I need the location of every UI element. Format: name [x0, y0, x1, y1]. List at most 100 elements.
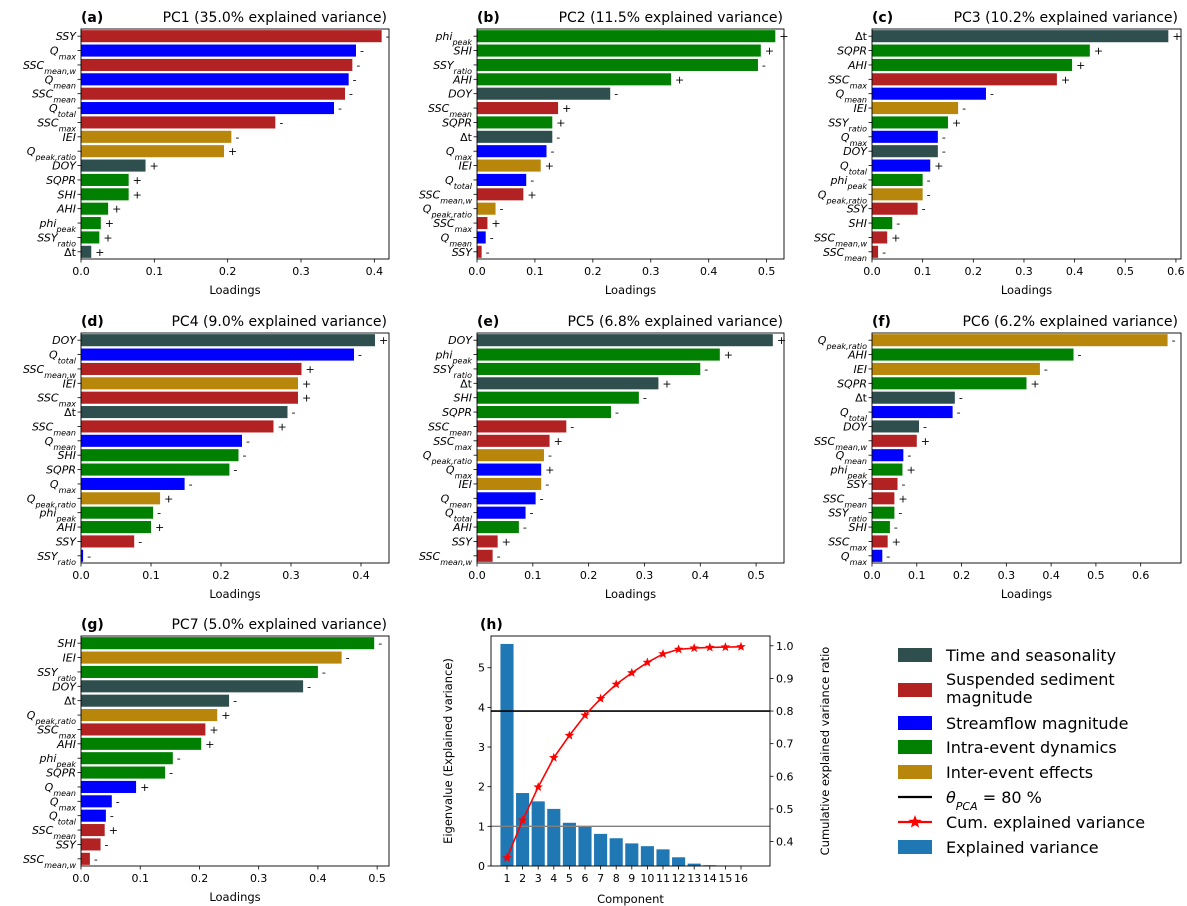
variable-label: SSY [847, 203, 869, 216]
cumulative-point [502, 852, 512, 862]
loading-sign: - [235, 131, 239, 144]
loading-bar [872, 116, 948, 129]
loading-sign: - [233, 464, 237, 477]
panel-title: PC4 (9.0% explained variance) [171, 314, 387, 330]
cumulative-point [658, 648, 668, 658]
variable-label: SSCmax [37, 392, 76, 409]
variable-label: phipeak [829, 464, 867, 481]
y-tick-label: 3 [478, 741, 485, 754]
panel-title: PC6 (6.2% explained variance) [962, 314, 1178, 330]
cumulative-point [517, 815, 528, 825]
loading-bar [477, 102, 559, 115]
variable-label: Qmean [836, 88, 867, 105]
legend-label: Inter-event effects [946, 763, 1093, 782]
variable-label: SQPR [837, 45, 867, 58]
loading-bar [81, 665, 318, 678]
variable-label: Qtotal [445, 507, 473, 524]
x-tick-label: 12 [672, 872, 686, 885]
variable-label: IEI [854, 102, 867, 115]
loading-bar [81, 824, 105, 837]
y2-tick-label: 0.8 [776, 705, 794, 718]
loading-bar [477, 130, 553, 143]
x-tick-label: 0.4 [352, 569, 370, 582]
loading-sign: - [486, 246, 490, 259]
loading-sign: + [892, 535, 901, 548]
x-tick-label: 14 [703, 872, 717, 885]
variable-label: SHI [58, 449, 77, 462]
loading-bar [81, 44, 356, 57]
x-tick-label: 4 [550, 872, 557, 885]
loading-bar [477, 58, 758, 71]
loadings-panel-2: + phipeak + SHI - SSYratio + AHI - DOY + SSCmean + SQ… [419, 10, 789, 297]
variable-label: AHI [56, 521, 76, 534]
y-axis-label: Eigenvalue (Explained variance) [441, 658, 455, 844]
y2-tick-label: 0.4 [776, 836, 794, 849]
variable-label: Qtotal [49, 349, 77, 366]
x-tick-label: 2 [519, 872, 526, 885]
variable-label: Qmax [50, 478, 76, 495]
loading-sign: - [545, 478, 549, 491]
x-tick-label: 0.2 [212, 569, 230, 582]
variable-label: phipeak [38, 217, 76, 234]
x-tick-label: 0.0 [468, 265, 486, 278]
loadings-panel-3: + Δt + SQPR + AHI + SSCmax - Qmean - IEI + SSYratio - Q… [814, 10, 1185, 297]
x-tick-label: 7 [597, 872, 604, 885]
loading-sign: + [155, 521, 164, 534]
loading-bar [872, 188, 923, 201]
variable-label: Qtotal [445, 174, 473, 191]
x-tick-label: 0.0 [468, 569, 486, 582]
cumulative-point [689, 643, 699, 653]
loading-sign: - [110, 810, 114, 823]
variable-label: Δt [460, 377, 473, 390]
loading-bar [81, 30, 382, 43]
loading-bar [81, 362, 302, 375]
variable-label: SHI [58, 637, 77, 650]
loading-sign: + [95, 246, 104, 259]
loading-bar [872, 159, 931, 172]
variable-label: SSCmean [32, 824, 76, 841]
loading-bar [81, 245, 92, 258]
x-tick-label: 0.3 [282, 569, 300, 582]
x-tick-label: 15 [718, 872, 732, 885]
loading-bar [81, 217, 101, 230]
variable-label: Qpeak,ratio [423, 203, 472, 220]
y2-tick-label: 0.9 [776, 672, 794, 685]
variable-label: SSCmean,w [419, 188, 472, 205]
loading-sign: - [530, 174, 534, 187]
loading-sign: - [322, 666, 326, 679]
legend-label: Cum. explained variance [946, 813, 1145, 832]
variable-label: SQPR [46, 174, 76, 187]
variable-label: Qpeak,ratio [27, 145, 76, 162]
variable-label: Qmax [50, 45, 76, 62]
loading-bar [872, 130, 938, 143]
loading-sign: - [233, 695, 237, 708]
variable-label: phipeak [38, 752, 76, 769]
x-axis-label: Loadings [209, 283, 260, 297]
loading-sign: - [556, 131, 560, 144]
eigenvalue-bar [578, 826, 592, 866]
loading-bar [477, 44, 761, 57]
x-axis-label: Loadings [209, 587, 260, 601]
legend-label: Intra-event dynamics [946, 738, 1117, 757]
x-tick-label: 0.5 [368, 872, 386, 885]
variable-label: SSCmax [828, 73, 867, 90]
y-tick-label: 1 [478, 820, 485, 833]
loading-sign: + [1094, 45, 1103, 58]
legend-swatch [898, 648, 932, 662]
loading-sign: - [246, 435, 250, 448]
loading-bar [81, 795, 112, 808]
variable-label: Qtotal [49, 102, 77, 119]
x-tick-label: 0.3 [1015, 265, 1033, 278]
loading-sign: - [962, 102, 966, 115]
loading-sign: - [886, 550, 890, 563]
legend-label: Explained variance [946, 838, 1099, 857]
x-tick-label: 0.2 [584, 265, 602, 278]
loading-bar [81, 521, 151, 534]
y2-tick-label: 0.6 [776, 770, 794, 783]
loading-bar [477, 535, 498, 548]
loading-sign: + [379, 334, 388, 347]
variable-label: Qmean [45, 73, 76, 90]
loading-sign: - [1044, 363, 1048, 376]
